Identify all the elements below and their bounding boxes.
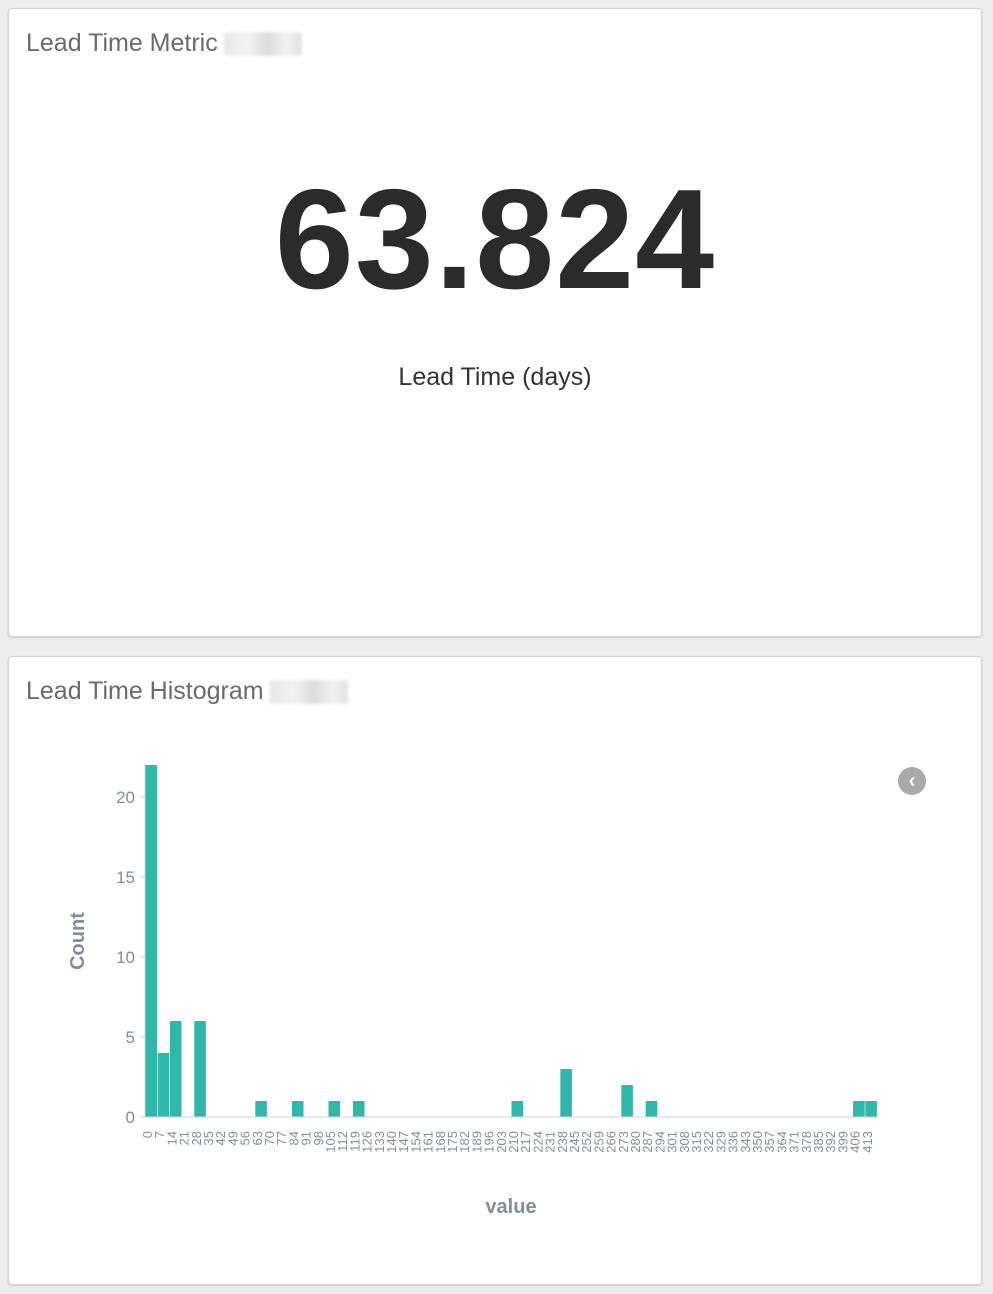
x-tick-label: 287 [640, 1131, 655, 1153]
x-axis-title: value [485, 1196, 536, 1218]
histogram-bar [621, 1085, 633, 1117]
x-tick-label: 266 [604, 1131, 619, 1153]
x-tick-label: 161 [421, 1131, 436, 1153]
x-tick-label: 224 [530, 1131, 545, 1153]
y-tick-label: 20 [116, 788, 135, 807]
histogram-bar [865, 1101, 877, 1117]
histogram-panel: Lead Time Histogram 0 5 10 15 20 0 7 14 21 28 35 42… [8, 656, 982, 1285]
histogram-bar [328, 1101, 341, 1117]
y-tick-label: 15 [116, 868, 135, 887]
x-tick-label: 364 [774, 1131, 789, 1153]
histogram-bar [352, 1101, 365, 1117]
x-tick-label: 273 [616, 1131, 631, 1153]
histogram-bar [169, 1021, 182, 1117]
x-tick-label: 245 [567, 1131, 582, 1153]
x-tick-label: 343 [738, 1131, 753, 1153]
x-tick-label: 406 [848, 1131, 863, 1153]
metric-panel-title: Lead Time Metric [26, 29, 218, 57]
x-tick-label: 392 [823, 1131, 838, 1153]
metric-label: Lead Time (days) [398, 363, 592, 391]
x-tick-label: 147 [396, 1131, 411, 1153]
x-tick-label: 70 [262, 1131, 277, 1145]
metric-panel-header: Lead Time Metric [26, 29, 302, 58]
x-tick-label: 329 [713, 1131, 728, 1153]
y-tick-label: 5 [126, 1028, 135, 1047]
x-tick-label: 350 [750, 1131, 765, 1153]
histogram-bar [853, 1101, 865, 1117]
x-tick-label: 259 [591, 1131, 606, 1153]
x-tick-label: 280 [628, 1131, 643, 1153]
x-tick-label: 49 [225, 1131, 240, 1145]
histogram-panel-header: Lead Time Histogram [26, 677, 348, 706]
y-tick-label: 10 [116, 948, 135, 967]
histogram-bar [255, 1101, 267, 1117]
x-tick-label: 238 [555, 1131, 570, 1153]
x-tick-label: 182 [457, 1131, 472, 1153]
histogram-bar [157, 1053, 170, 1117]
x-tick-label: 217 [518, 1131, 533, 1153]
x-tick-label: 308 [677, 1131, 692, 1153]
x-tick-label: 189 [469, 1131, 484, 1153]
redacted-tag [223, 31, 302, 56]
histogram-bar [645, 1101, 658, 1117]
x-tick-label: 63 [250, 1131, 265, 1145]
x-tick-label: 42 [213, 1131, 228, 1145]
histogram-bar [194, 1021, 206, 1117]
x-tick-label: 84 [286, 1131, 301, 1145]
metric-panel: Lead Time Metric 63.824 Lead Time (days) [8, 8, 982, 637]
x-tick-label: 196 [482, 1131, 497, 1153]
x-tick-label: 168 [433, 1131, 448, 1153]
x-tick-label: 7 [152, 1131, 167, 1138]
histogram-bar [511, 1101, 524, 1117]
x-tick-label: 252 [579, 1131, 594, 1153]
x-tick-label: 140 [384, 1131, 399, 1153]
x-tick-label: 21 [177, 1131, 192, 1145]
x-tick-label: 301 [665, 1131, 680, 1153]
x-tick-label: 77 [274, 1131, 289, 1145]
y-tick-label: 0 [126, 1108, 135, 1127]
x-tick-label: 357 [762, 1131, 777, 1153]
x-tick-label: 133 [372, 1131, 387, 1153]
x-tick-label: 203 [494, 1131, 509, 1153]
x-tick-label: 322 [701, 1131, 716, 1153]
x-tick-label: 315 [689, 1131, 704, 1153]
x-tick-label: 399 [835, 1131, 850, 1153]
histogram-bar [291, 1101, 304, 1117]
x-tick-label: 154 [408, 1131, 423, 1153]
x-tick-label: 231 [543, 1131, 558, 1153]
x-tick-label: 210 [506, 1131, 521, 1153]
histogram-panel-title: Lead Time Histogram [26, 677, 264, 705]
x-tick-label: 91 [299, 1131, 314, 1145]
x-tick-label: 385 [811, 1131, 826, 1153]
x-tick-label: 294 [652, 1131, 667, 1153]
histogram-chart: 0510152007142128354249566370778491981051… [67, 765, 879, 1218]
x-tick-label: 336 [726, 1131, 741, 1153]
x-tick-label: 35 [201, 1131, 216, 1145]
x-tick-label: 56 [238, 1131, 253, 1145]
histogram-bar [560, 1069, 572, 1117]
x-tick-label: 371 [787, 1131, 802, 1153]
x-tick-label: 14 [164, 1131, 179, 1145]
x-tick-label: 98 [311, 1131, 326, 1145]
x-tick-label: 112 [335, 1131, 350, 1152]
x-tick-label: 119 [347, 1131, 362, 1152]
x-tick-label: 0 [140, 1131, 155, 1138]
histogram-bar [145, 765, 158, 1117]
x-tick-label: 175 [445, 1131, 460, 1153]
y-axis-title: Count [67, 912, 89, 970]
x-tick-label: 28 [189, 1131, 204, 1145]
redacted-tag [269, 679, 348, 704]
x-tick-label: 378 [799, 1131, 814, 1153]
x-tick-label: 105 [323, 1131, 338, 1153]
x-tick-label: 413 [860, 1131, 875, 1153]
chevron-left-icon[interactable]: ‹ [898, 767, 926, 795]
x-tick-label: 126 [360, 1131, 375, 1153]
metric-value: 63.824 [274, 160, 716, 319]
